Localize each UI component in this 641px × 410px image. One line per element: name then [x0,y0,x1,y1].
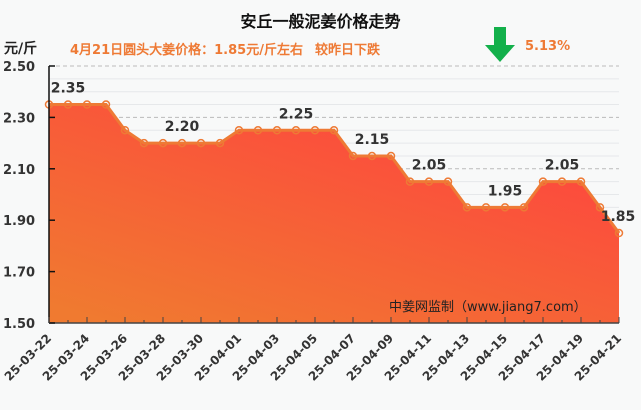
data-point [82,100,92,109]
chart-title: 安丘一般泥姜价格走势 [240,12,401,31]
data-label: 1.85 [601,209,636,225]
price-summary: 4月21日圆头大姜价格：1.85元/斤左右 [70,43,303,58]
area-fill [49,104,619,323]
data-point [120,126,130,135]
data-point [272,126,282,135]
data-point [500,203,510,212]
data-point [443,177,453,186]
data-point [139,138,149,148]
data-point [177,138,187,148]
data-point [405,177,415,186]
data-point [101,100,111,109]
data-point [614,228,624,238]
data-point [215,138,225,148]
data-label: 1.95 [488,183,523,199]
y-tick-label: 1.50 [3,317,35,332]
data-label: 2.35 [51,81,86,97]
data-point [253,126,263,135]
change-label: 较昨日下跌 [315,43,381,58]
data-point [329,126,339,135]
data-point [576,177,586,186]
y-tick-label: 2.50 [3,60,35,75]
data-point [424,177,434,186]
data-point [595,203,605,212]
data-point [386,151,396,161]
data-point [367,151,377,161]
price-line [49,103,621,234]
data-point [348,151,358,161]
down-arrow-icon [485,27,515,62]
data-label: 2.05 [412,158,447,174]
y-tick-label: 2.30 [3,111,35,126]
watermark: 中姜网监制（www.jiang7.com） [389,300,587,315]
y-tick-label: 2.10 [3,163,35,178]
y-axis-unit: 元/斤 [4,41,38,57]
y-tick-label: 1.70 [3,266,35,281]
data-label: 2.15 [355,132,390,148]
data-label: 2.05 [545,158,580,174]
data-point [234,126,244,135]
data-point [519,203,529,212]
data-point [481,203,491,212]
data-point [310,126,320,135]
change-percent: 5.13% [525,39,571,54]
data-point [158,138,168,148]
data-point [557,177,567,186]
y-tick-label: 1.90 [3,214,35,229]
data-point [291,126,301,135]
data-label: 2.25 [279,106,314,122]
data-point [538,177,548,186]
data-point [462,203,472,212]
data-point [196,138,206,148]
data-point [63,100,73,109]
data-label: 2.20 [165,119,200,135]
